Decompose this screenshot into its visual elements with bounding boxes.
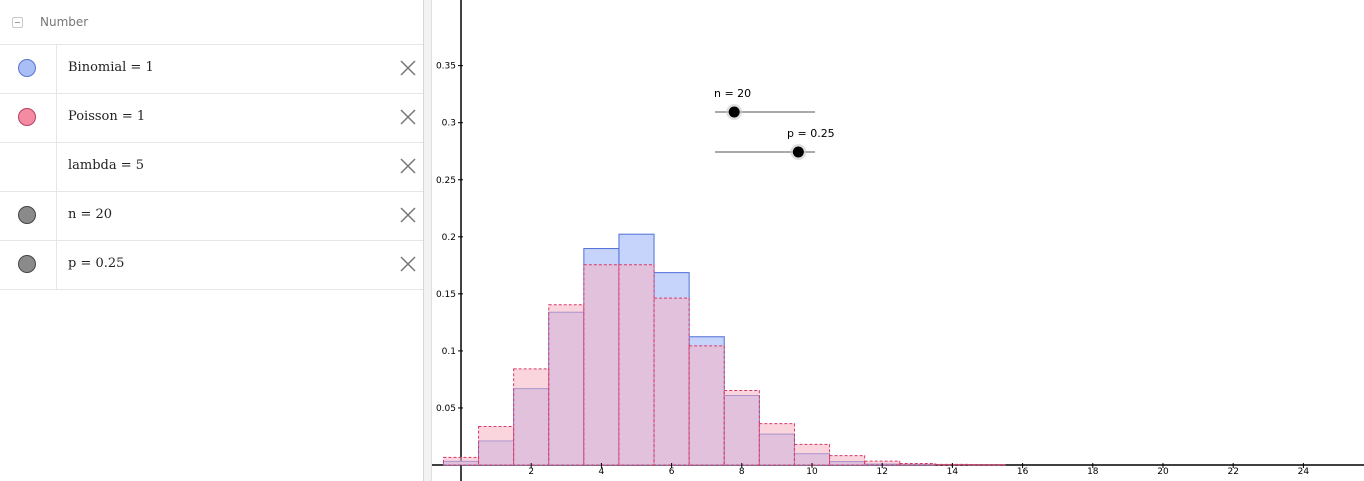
algebra-view: Number Binomial = 1 Poisson = 1 lambda =… xyxy=(0,0,424,481)
bar-poisson-0 xyxy=(442,456,480,466)
marble-cell xyxy=(0,192,57,240)
chart-canvas[interactable]: 2 4 6 8 10 12 14 16 18 20 22 240.050.10.150.20.250.… xyxy=(432,0,1364,481)
algebra-row-p[interactable]: p = 0.25 xyxy=(0,241,423,290)
y-tick-label: 0.35 xyxy=(436,62,456,72)
bar-poisson-1 xyxy=(478,426,515,466)
visibility-toggle-icon[interactable] xyxy=(18,59,36,77)
slider-n-label: n = 20 xyxy=(714,87,751,100)
marble-cell xyxy=(0,241,57,289)
definition-binomial[interactable]: Binomial = 1 xyxy=(68,60,154,75)
group-label: Number xyxy=(40,15,89,29)
x-tick-label: 20 xyxy=(1157,467,1169,477)
delete-icon[interactable] xyxy=(399,59,417,77)
y-tick-label: 0.1 xyxy=(442,347,456,357)
bar-poisson-13 xyxy=(899,463,936,466)
bar-poisson-7 xyxy=(688,345,725,466)
y-tick-label: 0.05 xyxy=(436,404,456,414)
algebra-row-binomial[interactable]: Binomial = 1 xyxy=(0,45,423,94)
slider-n-knob[interactable] xyxy=(728,106,740,118)
y-tick-label: 0.2 xyxy=(442,233,456,243)
bar-poisson-6 xyxy=(653,297,690,466)
marble-cell xyxy=(0,94,57,142)
visibility-toggle-icon[interactable] xyxy=(18,255,36,273)
bar-poisson-10 xyxy=(793,443,831,466)
definition-n[interactable]: n = 20 xyxy=(68,207,113,222)
bar-poisson-9 xyxy=(758,423,795,466)
x-tick-label: 10 xyxy=(806,467,818,477)
algebra-row-n[interactable]: n = 20 xyxy=(0,192,423,241)
visibility-toggle-icon[interactable] xyxy=(18,206,36,224)
y-tick-label: 0.3 xyxy=(442,119,456,129)
bar-poisson-4 xyxy=(583,264,620,466)
definition-p[interactable]: p = 0.25 xyxy=(68,256,125,271)
definition-poisson[interactable]: Poisson = 1 xyxy=(68,109,146,124)
x-tick-label: 22 xyxy=(1227,467,1238,477)
y-tick-label: 0.25 xyxy=(436,176,456,186)
x-tick-label: 18 xyxy=(1087,467,1099,477)
definition-lambda[interactable]: lambda = 5 xyxy=(68,158,145,173)
x-tick-label: 24 xyxy=(1298,467,1310,477)
x-tick-label: 14 xyxy=(947,467,959,477)
bar-poisson-2 xyxy=(513,368,550,466)
bar-poisson-11 xyxy=(829,455,866,466)
x-tick-label: 6 xyxy=(669,467,675,477)
y-tick-label: 0.15 xyxy=(436,290,456,300)
algebra-row-poisson[interactable]: Poisson = 1 xyxy=(0,94,423,143)
slider-p-label: p = 0.25 xyxy=(787,127,835,140)
bar-poisson-8 xyxy=(723,389,760,466)
x-tick-label: 4 xyxy=(599,467,605,477)
delete-icon[interactable] xyxy=(399,108,417,126)
group-header: Number xyxy=(0,0,423,45)
x-tick-label: 12 xyxy=(876,467,887,477)
bar-poisson-5 xyxy=(618,264,655,466)
bar-poisson-3 xyxy=(548,304,585,466)
x-tick-label: 2 xyxy=(528,467,534,477)
x-tick-label: 8 xyxy=(739,467,745,477)
delete-icon[interactable] xyxy=(399,206,417,224)
delete-icon[interactable] xyxy=(399,255,417,273)
marble-cell xyxy=(0,143,57,191)
marble-cell xyxy=(0,45,57,93)
slider-p-knob[interactable] xyxy=(792,146,804,158)
visibility-toggle-icon[interactable] xyxy=(18,108,36,126)
graphics-view[interactable]: 2 4 6 8 10 12 14 16 18 20 22 24 0.05 0.1 0.15 0.2 0.25 0.… xyxy=(432,0,1364,481)
x-tick-label: 16 xyxy=(1017,467,1029,477)
algebra-row-lambda[interactable]: lambda = 5 xyxy=(0,143,423,192)
view-splitter[interactable] xyxy=(424,0,432,481)
collapse-icon[interactable] xyxy=(12,17,23,28)
delete-icon[interactable] xyxy=(399,157,417,175)
